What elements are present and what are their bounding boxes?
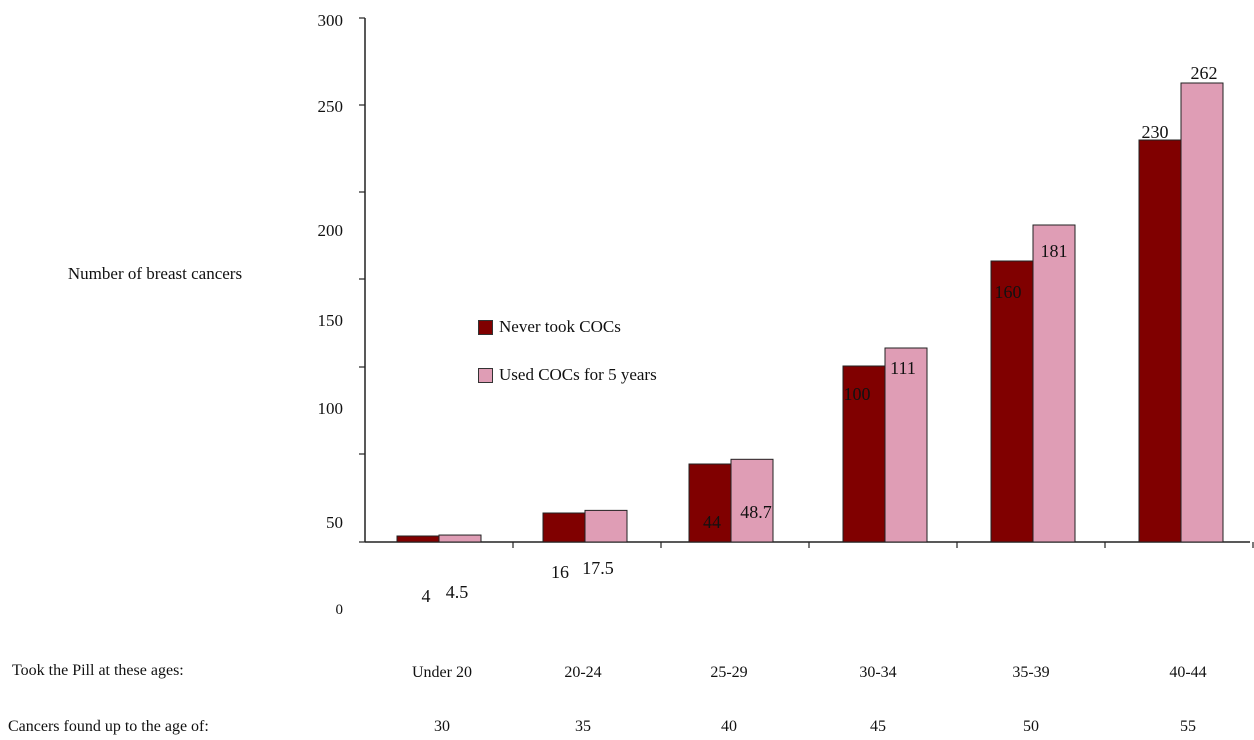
bar-never-0 (396, 535, 440, 543)
found-age-1: 35 (575, 718, 591, 735)
found-age-0: 30 (434, 718, 450, 735)
data-label-never-4: 160 (995, 282, 1022, 302)
legend-swatch-used (478, 367, 493, 383)
took-age-4: 35-39 (1012, 664, 1050, 681)
bar-never-4 (990, 260, 1034, 543)
took-age-5: 40-44 (1169, 664, 1207, 681)
data-label-never-3: 100 (844, 384, 871, 404)
y-tick-label-150: 150 (318, 311, 344, 330)
legend-label-used: Used COCs for 5 years (499, 365, 657, 384)
data-label-never-1: 16 (551, 562, 569, 582)
bar-used-0 (438, 534, 482, 543)
legend-label-never: Never took COCs (499, 317, 621, 336)
bar-never-1 (542, 512, 586, 543)
found-age-4: 50 (1023, 718, 1039, 735)
bar-used-5 (1180, 82, 1224, 543)
bar-used-2 (730, 458, 774, 543)
data-label-used-0: 4.5 (446, 582, 469, 602)
y-axis-label: Number of breast cancers (67, 264, 243, 283)
data-label-used-1: 17.5 (582, 558, 614, 578)
took-age-2: 25-29 (710, 664, 748, 681)
bar-used-3 (884, 347, 928, 543)
took-pill-row-label: Took the Pill at these ages: (12, 662, 184, 679)
cancers-found-row-label: Cancers found up to the age of: (8, 718, 209, 735)
y-tick-label-300: 300 (318, 11, 344, 30)
legend-swatch-never (478, 319, 493, 335)
found-age-3: 45 (870, 718, 886, 735)
bar-used-4 (1032, 224, 1076, 543)
took-age-0: Under 20 (412, 664, 472, 681)
data-label-never-0: 4 (422, 586, 431, 606)
y-tick-label-200: 200 (318, 221, 344, 240)
data-label-used-3: 111 (890, 358, 916, 378)
y-axis: 50 100 150 200 250 300 0 (318, 11, 1254, 618)
data-label-used-2: 48.7 (740, 502, 772, 522)
took-age-3: 30-34 (859, 664, 897, 681)
bar-never-5 (1138, 139, 1182, 543)
y-tick-label-0: 0 (336, 602, 344, 618)
data-label-used-4: 181 (1041, 241, 1068, 261)
legend-item-never: Never took COCs (478, 316, 657, 338)
took-age-1: 20-24 (564, 664, 602, 681)
legend: Never took COCs Used COCs for 5 years (478, 316, 657, 412)
data-label-used-5: 262 (1191, 63, 1218, 83)
y-tick-label-250: 250 (318, 97, 344, 116)
data-labels: 4 16 44 100 160 230 4.5 17.5 48.7 111 181 262 (422, 63, 1218, 606)
y-tick-label-50: 50 (326, 513, 343, 532)
found-age-2: 40 (721, 718, 737, 735)
bars (396, 82, 1224, 543)
data-label-never-2: 44 (703, 512, 721, 532)
y-tick-label-100: 100 (318, 399, 344, 418)
found-age-5: 55 (1180, 718, 1196, 735)
data-label-never-5: 230 (1142, 122, 1169, 142)
legend-item-used: Used COCs for 5 years (478, 364, 657, 386)
bar-used-1 (584, 509, 628, 543)
